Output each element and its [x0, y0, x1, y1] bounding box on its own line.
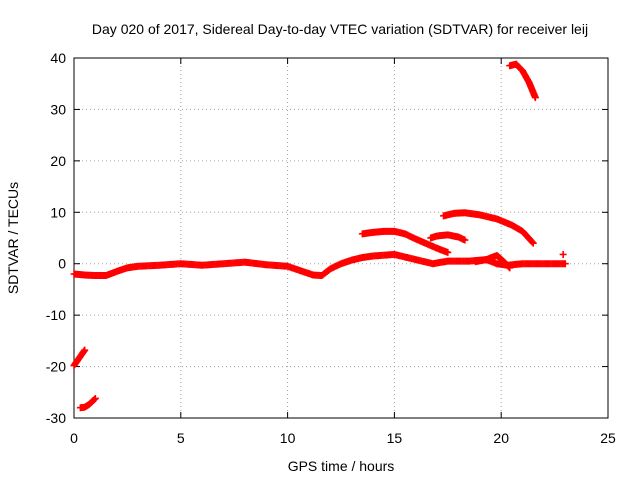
data-point: [81, 346, 89, 354]
data-point: [444, 248, 452, 256]
x-tick-label: 15: [387, 430, 403, 446]
series-arc-20-22: [506, 60, 539, 102]
data-point: [90, 395, 98, 403]
x-tick-label: 5: [177, 430, 185, 446]
y-tick-label: 30: [50, 101, 66, 117]
data-point: [528, 238, 536, 246]
data-point: [531, 94, 539, 102]
x-tick-labels: 0 5 10 15 20 25: [70, 430, 616, 446]
series-main-band: [70, 250, 569, 280]
y-tick-label: 0: [58, 256, 66, 272]
data-point: [505, 263, 513, 271]
y-tick-label: 20: [50, 153, 66, 169]
y-tick-label: -10: [46, 307, 66, 323]
plot-frame: [73, 57, 609, 419]
series-early-arc-2: [76, 394, 99, 412]
data-point: [529, 239, 537, 247]
x-tick-label: 25: [600, 430, 616, 446]
x-axis-label: GPS time / hours: [288, 458, 395, 474]
x-tick-label: 20: [493, 430, 509, 446]
y-tick-labels: -30 -20 -10 0 10 20 30 40: [46, 50, 66, 426]
series-arc-17-18: [427, 231, 469, 244]
y-tick-label: -30: [46, 410, 66, 426]
x-tick-label: 10: [280, 430, 296, 446]
chart-title: Day 020 of 2017, Sidereal Day-to-day VTE…: [92, 21, 588, 37]
y-tick-label: 10: [50, 204, 66, 220]
series-arc-19-20: [472, 251, 514, 272]
y-tick-label: -20: [46, 359, 66, 375]
data-point: [559, 250, 567, 258]
y-axis-label: SDTVAR / TECUs: [5, 182, 21, 294]
series-end-point: [559, 250, 567, 258]
data-point: [461, 236, 469, 244]
data-point: [506, 264, 514, 272]
series-early-arc-1: [70, 346, 89, 370]
data-series: [70, 60, 569, 412]
x-tick-label: 0: [70, 430, 78, 446]
y-tick-label: 40: [50, 50, 66, 66]
series-arc-13-17: [358, 227, 452, 256]
axis-ticks: [73, 57, 609, 419]
data-point: [91, 394, 99, 402]
series-arc-17-22: [440, 209, 537, 247]
data-point: [561, 260, 569, 268]
